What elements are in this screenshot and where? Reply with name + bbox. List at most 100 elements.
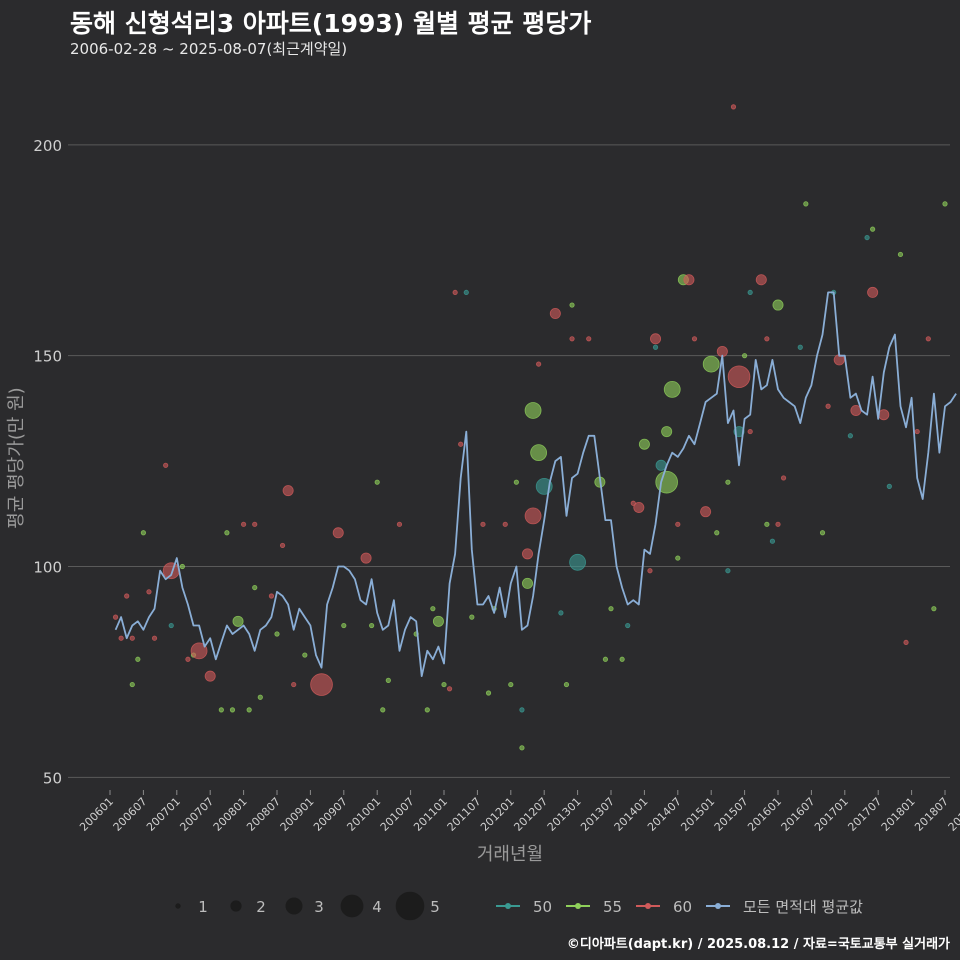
point-60 bbox=[282, 485, 294, 497]
point-55 bbox=[563, 681, 570, 688]
x-tick-label: 201207 bbox=[511, 795, 550, 834]
y-tick-label: 100 bbox=[33, 559, 62, 577]
point-60 bbox=[524, 507, 542, 525]
point-60 bbox=[730, 104, 737, 110]
x-tick-label: 201601 bbox=[745, 795, 784, 834]
point-55 bbox=[380, 707, 386, 713]
point-55 bbox=[140, 530, 146, 536]
legend-series-label: 50 bbox=[533, 898, 552, 916]
point-55 bbox=[252, 584, 258, 591]
legend: 1 2 3 4 5 50 55 60 모든 면적대 평균값 bbox=[175, 891, 863, 921]
point-60 bbox=[446, 686, 453, 692]
point-55 bbox=[661, 426, 673, 438]
point-60 bbox=[700, 506, 712, 518]
point-60 bbox=[569, 336, 575, 342]
y-tick-label: 200 bbox=[33, 137, 62, 155]
x-tick-label: 201401 bbox=[612, 795, 651, 834]
y-axis: 50 100 150 200 bbox=[33, 137, 62, 788]
point-60 bbox=[241, 521, 247, 527]
x-tick-label: 201407 bbox=[645, 795, 684, 834]
legend-size-1 bbox=[175, 903, 181, 909]
legend-size-5 bbox=[395, 891, 425, 921]
point-55 bbox=[772, 299, 784, 311]
point-55 bbox=[229, 707, 236, 713]
point-60 bbox=[647, 568, 653, 574]
point-55 bbox=[369, 622, 375, 629]
point-50 bbox=[886, 483, 892, 489]
point-60 bbox=[903, 639, 909, 646]
x-tick-label: 201107 bbox=[445, 795, 484, 834]
point-50 bbox=[747, 289, 753, 296]
point-60 bbox=[252, 521, 258, 527]
point-55 bbox=[385, 677, 391, 683]
point-50 bbox=[725, 568, 731, 574]
x-tick-label: 201501 bbox=[678, 795, 717, 834]
point-60 bbox=[914, 428, 920, 435]
point-55 bbox=[663, 380, 681, 398]
legend-series-label: 모든 면적대 평균값 bbox=[743, 898, 863, 916]
point-60 bbox=[502, 521, 508, 527]
point-50 bbox=[168, 622, 174, 629]
x-tick-label: 200807 bbox=[244, 795, 283, 834]
point-55 bbox=[513, 479, 519, 485]
y-tick-label: 50 bbox=[43, 769, 62, 787]
point-55 bbox=[135, 656, 141, 662]
point-60 bbox=[925, 336, 931, 342]
point-55 bbox=[931, 606, 937, 612]
point-60 bbox=[396, 521, 403, 527]
grid-lines bbox=[68, 144, 950, 778]
legend-size-label: 2 bbox=[256, 898, 266, 916]
x-tick-label: 201607 bbox=[779, 795, 818, 834]
point-60 bbox=[163, 462, 169, 468]
point-55 bbox=[803, 201, 809, 207]
point-55 bbox=[302, 652, 308, 658]
point-60 bbox=[118, 635, 124, 641]
x-axis-label: 거래년월 bbox=[477, 844, 543, 865]
point-60 bbox=[691, 336, 698, 342]
x-tick-label: 201301 bbox=[545, 795, 584, 834]
point-55 bbox=[232, 615, 244, 627]
point-55 bbox=[432, 615, 444, 627]
legend-series-label: 60 bbox=[673, 898, 692, 916]
point-50 bbox=[558, 610, 564, 616]
point-60 bbox=[683, 274, 695, 286]
point-60 bbox=[332, 527, 344, 539]
x-axis: 2006012006072007012007072008012008072009… bbox=[77, 790, 960, 834]
legend-swatch-dot bbox=[645, 903, 651, 909]
x-tick-label: 200901 bbox=[278, 795, 317, 834]
x-tick-label: 200707 bbox=[177, 795, 216, 834]
point-55 bbox=[942, 201, 948, 207]
x-tick-label: 200607 bbox=[111, 795, 150, 834]
point-60 bbox=[360, 552, 372, 564]
legend-size-label: 3 bbox=[314, 898, 324, 916]
point-60 bbox=[146, 589, 152, 595]
point-55 bbox=[702, 355, 720, 373]
source-caption: ©디아파트(dapt.kr) / 2025.08.12 / 자료=국토교통부 실… bbox=[566, 937, 950, 952]
point-50 bbox=[463, 289, 469, 296]
point-55 bbox=[569, 302, 575, 308]
point-55 bbox=[897, 251, 904, 258]
point-55 bbox=[508, 681, 514, 688]
point-60 bbox=[279, 542, 286, 549]
point-60 bbox=[204, 670, 216, 682]
legend-size-2 bbox=[230, 900, 242, 912]
point-55 bbox=[519, 745, 525, 751]
chart-title: 동해 신형석리3 아파트(1993) 월별 평균 평당가 bbox=[70, 9, 592, 38]
legend-size-3 bbox=[285, 897, 303, 915]
x-tick-label: 201701 bbox=[812, 795, 851, 834]
point-55 bbox=[341, 622, 347, 629]
point-60 bbox=[112, 614, 119, 620]
point-55 bbox=[522, 577, 534, 589]
point-55 bbox=[524, 402, 542, 419]
point-60 bbox=[452, 289, 458, 296]
point-60 bbox=[650, 333, 662, 345]
legend-size-label: 4 bbox=[372, 898, 382, 916]
point-60 bbox=[458, 441, 464, 447]
point-55 bbox=[424, 707, 430, 713]
point-60 bbox=[747, 428, 753, 435]
x-tick-label: 201007 bbox=[378, 795, 417, 834]
point-55 bbox=[608, 606, 614, 612]
x-tick-label: 201507 bbox=[712, 795, 751, 834]
point-55 bbox=[619, 656, 625, 662]
